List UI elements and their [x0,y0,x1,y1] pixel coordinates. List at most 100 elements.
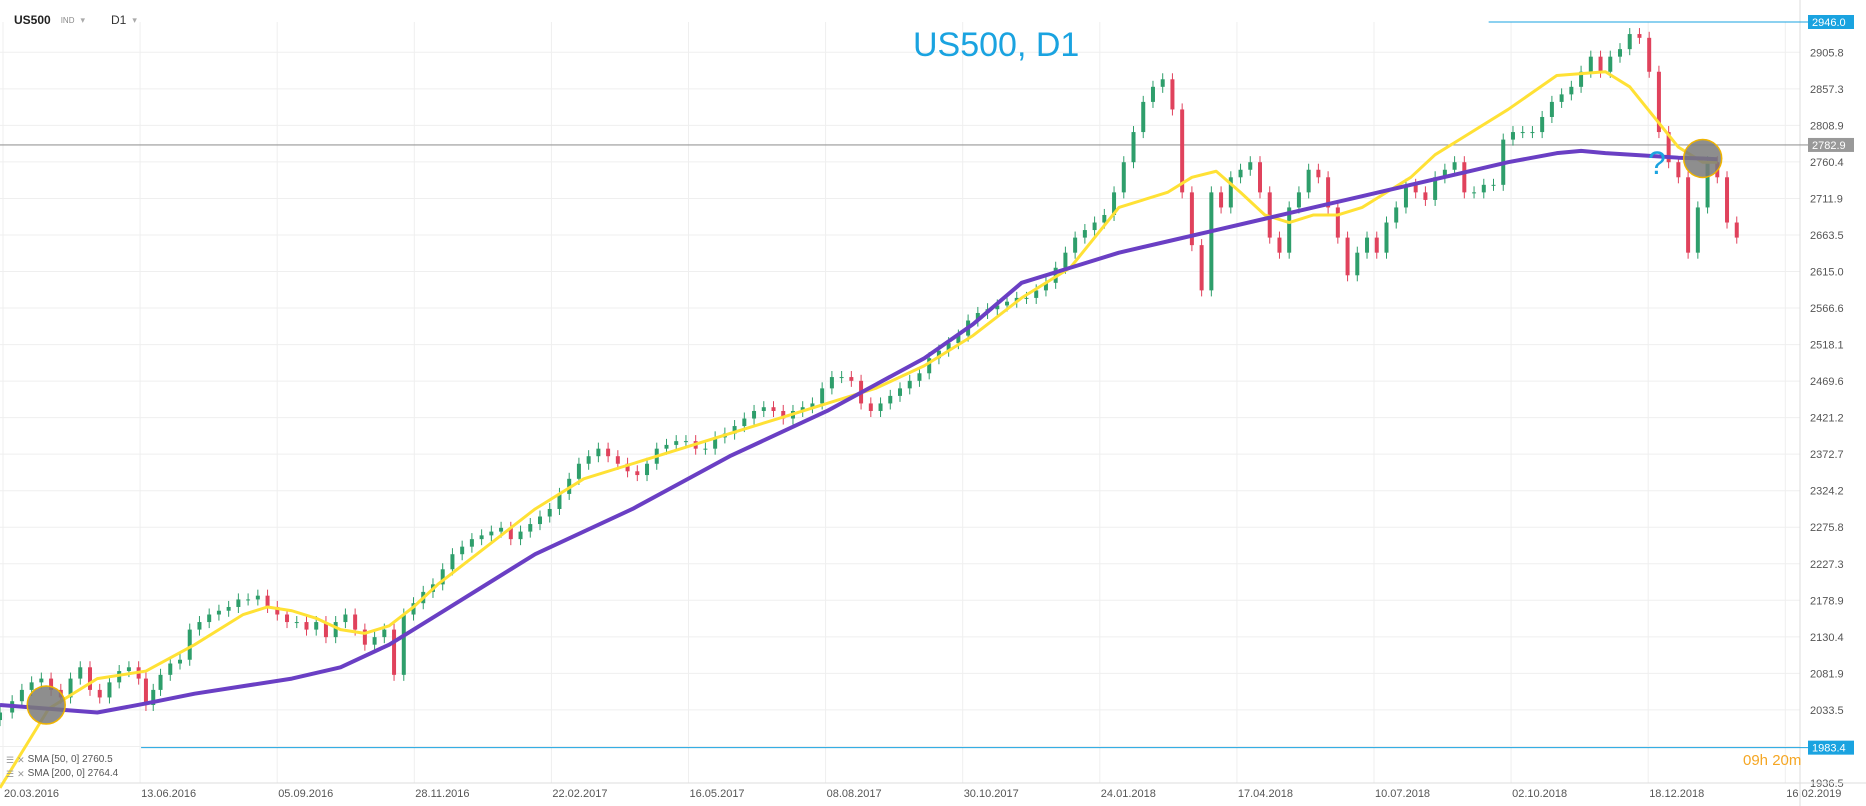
candle-body [1365,237,1370,253]
circle-annotation[interactable] [1682,138,1723,179]
candle-body [1160,79,1165,87]
candle-body [518,531,523,540]
candle-body [1306,169,1311,193]
y-tick-label: 2518.1 [1810,340,1844,352]
candle-body [1238,169,1243,178]
close-icon[interactable]: ✕ [17,755,25,765]
candle-body [255,595,260,600]
chart-toolbar: US500 IND ▾ D1 ▾ [14,12,149,28]
legend-row-sma50[interactable]: ☰ ✕ SMA [50, 0] 2760.5 [6,753,118,767]
candle-body [246,599,251,601]
settings-icon[interactable]: ☰ [6,769,15,779]
candle-body [615,456,620,464]
candle-body [1647,37,1652,72]
x-tick-label: 20.03.2016 [4,788,59,800]
candle-body [68,678,73,698]
candle-body [143,678,148,705]
candle-body [97,689,102,698]
instrument-type: IND [60,15,75,25]
candle-body [1228,177,1233,208]
legend-row-sma200[interactable]: ☰ ✕ SMA [200, 0] 2764.4 [6,767,118,781]
candle-body [1423,192,1428,200]
close-icon[interactable]: ✕ [17,769,25,779]
candle-body [1676,162,1681,178]
candle-body [1248,162,1253,170]
candle-body [547,508,552,517]
candle-body [1180,109,1185,193]
candle-body [1287,207,1292,253]
candle-body [314,622,319,630]
candle-body [1725,177,1730,223]
candle-body [1141,101,1146,133]
candle-body [1540,116,1545,133]
candle-body [275,606,280,615]
y-tick-label: 2081.9 [1810,668,1844,680]
circle-annotation[interactable] [26,685,66,725]
symbol-selector[interactable]: US500 [14,13,51,27]
x-tick-label: 08.08.2017 [827,788,882,800]
candle-body [868,403,873,411]
candle-body [1082,230,1087,238]
candle-body [936,350,941,359]
question-mark-annotation: ? [1648,145,1666,181]
timeframe-selector[interactable]: D1 [111,13,127,27]
candle-body [168,663,173,675]
candle-body [528,524,533,532]
candle-body [713,437,718,449]
candle-body [1258,162,1262,193]
candle-body [460,546,465,555]
candle-body [1442,169,1447,178]
candle-body [88,667,92,690]
candle-body [1063,252,1068,268]
candle-body [1618,49,1622,57]
candle-body [1588,56,1593,72]
candle-body [78,667,83,679]
candle-body [1296,192,1301,208]
candle-body [1112,192,1117,215]
candle-body [645,463,650,476]
price-level-tag [1808,740,1854,755]
candle-body [752,410,757,419]
candle-body [1102,214,1107,223]
candle-body [1121,162,1126,193]
x-tick-label: 16.05.2017 [690,788,745,800]
chevron-down-icon[interactable]: ▾ [132,14,137,25]
candle-body [1705,162,1710,208]
price-level-tag [1808,137,1854,152]
candle-body [975,312,980,321]
candle-body [178,659,182,664]
candle-body [820,388,825,404]
x-tick-label: 17.04.2018 [1238,788,1293,800]
candle-body [742,418,747,427]
chart-title: US500, D1 [913,26,1080,64]
candle-body [1374,237,1379,253]
candle-body [353,614,358,630]
candle-body [1627,34,1632,50]
candle-body [1345,237,1350,276]
candle-body [0,712,2,721]
x-tick-label: 22.02.2017 [552,788,607,800]
candle-body [107,682,112,698]
candle-body [401,614,406,675]
candle-body [1734,222,1739,238]
candle-body [576,463,581,479]
candle-body [674,441,679,445]
candle-body [508,527,513,540]
settings-icon[interactable]: ☰ [6,755,15,765]
candle-body [1656,71,1661,133]
candle-body [158,674,163,690]
candle-body [1472,192,1477,194]
candle-body [839,377,844,379]
candle-body [126,667,131,672]
candle-body [1695,207,1700,253]
y-tick-label: 2760.4 [1810,157,1844,169]
candle-body [946,343,951,351]
candle-body [956,335,961,344]
chevron-down-icon[interactable]: ▾ [80,14,86,25]
price-level-label: 2946.0 [1812,17,1846,29]
candle-body [285,614,290,623]
candle-body [236,599,241,607]
candle-body [1598,56,1603,72]
